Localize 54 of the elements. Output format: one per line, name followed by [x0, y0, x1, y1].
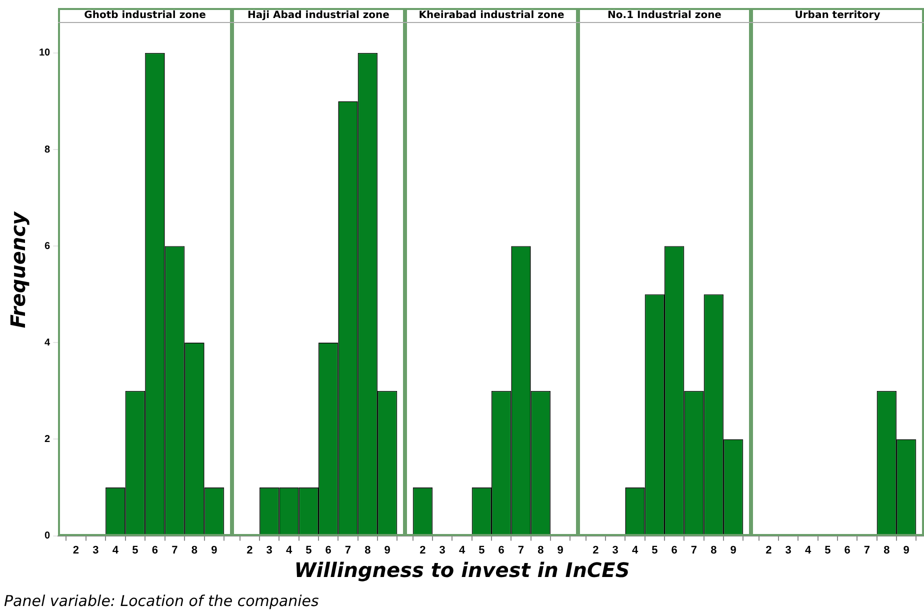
x-tick-label: 6	[671, 544, 678, 556]
x-tick-label: 9	[903, 544, 910, 556]
x-tick-label: 4	[286, 544, 293, 556]
x-tick-label: 4	[458, 544, 466, 556]
x-tick-label: 3	[785, 544, 792, 556]
x-tick-label: 2	[246, 544, 253, 556]
y-tick-label: 10	[39, 48, 51, 59]
text: Panel variable: Location of the companies	[4, 592, 319, 610]
x-tick-label: 9	[211, 544, 218, 556]
x-tick-label: 5	[652, 544, 658, 556]
x-tick-label: 2	[72, 544, 79, 556]
x-tick-label: 6	[844, 544, 850, 556]
x-tick-label: 9	[730, 544, 736, 556]
x-tick-label: 7	[344, 544, 352, 556]
x-tick-label: 7	[518, 544, 524, 556]
x-tick-label: 2	[420, 544, 426, 556]
x-tick-label: 8	[191, 544, 198, 556]
x-tick-label: 4	[632, 544, 639, 556]
x-tick-label: 6	[152, 544, 158, 556]
x-tick-label: 8	[364, 544, 371, 556]
y-tick-label: 4	[44, 337, 51, 348]
x-tick-label: 2	[766, 544, 772, 556]
x-tick-label: 3	[266, 544, 272, 556]
x-tick-label: 8	[538, 544, 544, 556]
x-tick-label: 7	[864, 544, 870, 556]
x-tick-label: 7	[690, 544, 698, 556]
x-tick-label: 6	[325, 544, 332, 556]
chart-title: Haji Abad industrial zone	[232, 10, 405, 23]
x-tick-label: 4	[804, 544, 812, 556]
x-tick-label: 7	[172, 544, 178, 556]
y-tick-label: 2	[44, 434, 51, 445]
x-tick-label: 5	[824, 544, 831, 556]
x-tick-label: 3	[612, 544, 618, 556]
x-tick-label: 9	[557, 544, 564, 556]
x-tick-label: 2	[592, 544, 599, 556]
y-axis-title: Frequency	[6, 212, 30, 328]
x-tick-label: 3	[92, 544, 99, 556]
x-tick-label: 5	[478, 544, 485, 556]
x-tick-label: 8	[710, 544, 717, 556]
y-tick-label: 0	[44, 530, 51, 542]
x-tick-label: 9	[384, 544, 390, 556]
chart-title: Urban territory	[751, 10, 924, 23]
x-tick-label: 6	[498, 544, 504, 556]
chart-title: No.1 Industrial zone	[578, 10, 751, 23]
x-axis-title: Willingness to invest in InCES	[293, 558, 631, 582]
chart-title: Ghotb industrial zone	[58, 10, 232, 23]
x-tick-label: 3	[439, 544, 446, 556]
chart-title: Kheirabad industrial zone	[405, 10, 578, 23]
x-tick-label: 8	[884, 544, 890, 556]
y-tick-label: 8	[44, 144, 51, 156]
y-tick-label: 6	[44, 240, 51, 252]
x-tick-label: 5	[132, 544, 138, 556]
x-tick-label: 5	[306, 544, 312, 556]
x-tick-label: 4	[112, 544, 120, 556]
